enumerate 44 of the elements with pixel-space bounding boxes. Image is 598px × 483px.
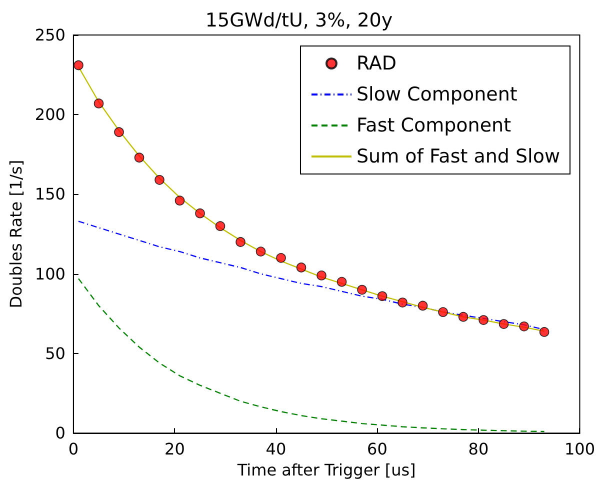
- x-tick-label: 20: [164, 440, 185, 459]
- x-tick-label: 0: [68, 440, 79, 459]
- point: [134, 152, 144, 163]
- legend-label: RAD: [356, 52, 397, 74]
- legend-label: Fast Component: [356, 114, 512, 136]
- y-tick-label: 0: [55, 424, 66, 443]
- x-tick-label: 60: [367, 440, 388, 459]
- point: [276, 253, 286, 263]
- point: [357, 284, 367, 295]
- point: [114, 127, 124, 138]
- point: [377, 291, 388, 302]
- point: [256, 246, 266, 256]
- y-tick-label: 50: [45, 344, 66, 363]
- point: [438, 307, 448, 317]
- point: [398, 298, 408, 308]
- point: [519, 322, 529, 332]
- line-series: [78, 278, 545, 432]
- legend-label: Slow Component: [356, 84, 518, 106]
- chart-title: 15GWd/tU, 3%, 20y: [205, 10, 393, 32]
- point: [336, 276, 347, 287]
- point: [418, 300, 428, 311]
- x-tick-label: 80: [468, 440, 489, 459]
- point: [154, 175, 164, 185]
- point: [296, 262, 306, 272]
- point: [478, 315, 488, 325]
- y-tick-label: 100: [34, 264, 66, 284]
- point: [174, 196, 185, 206]
- point: [215, 221, 226, 231]
- legend-label: Sum of Fast and Slow: [356, 146, 560, 168]
- x-tick-label: 40: [266, 440, 286, 459]
- point: [74, 60, 84, 70]
- point: [316, 270, 326, 280]
- point: [94, 98, 104, 108]
- y-axis-title: Doubles Rate [1/s]: [6, 160, 26, 308]
- point: [539, 327, 550, 337]
- point: [195, 208, 205, 218]
- y-tick-label: 200: [34, 105, 66, 124]
- x-tick-label: 100: [564, 440, 596, 459]
- point: [236, 237, 246, 247]
- y-tick-label: 250: [34, 26, 66, 44]
- y-tick-label: 150: [34, 184, 66, 204]
- x-axis-title: Time after Trigger [us]: [236, 460, 416, 480]
- point: [498, 319, 509, 329]
- point: [458, 312, 468, 322]
